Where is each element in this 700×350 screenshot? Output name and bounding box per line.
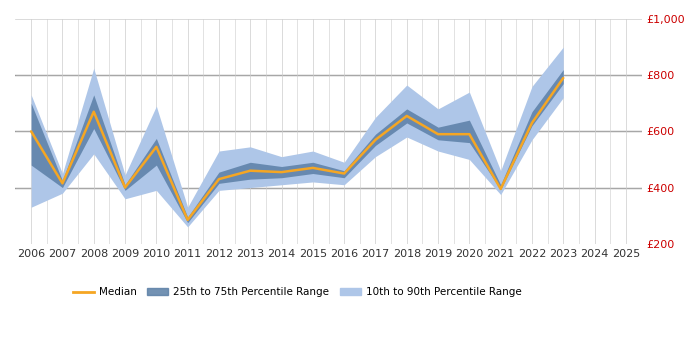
Legend: Median, 25th to 75th Percentile Range, 10th to 90th Percentile Range: Median, 25th to 75th Percentile Range, 1…	[69, 283, 526, 301]
